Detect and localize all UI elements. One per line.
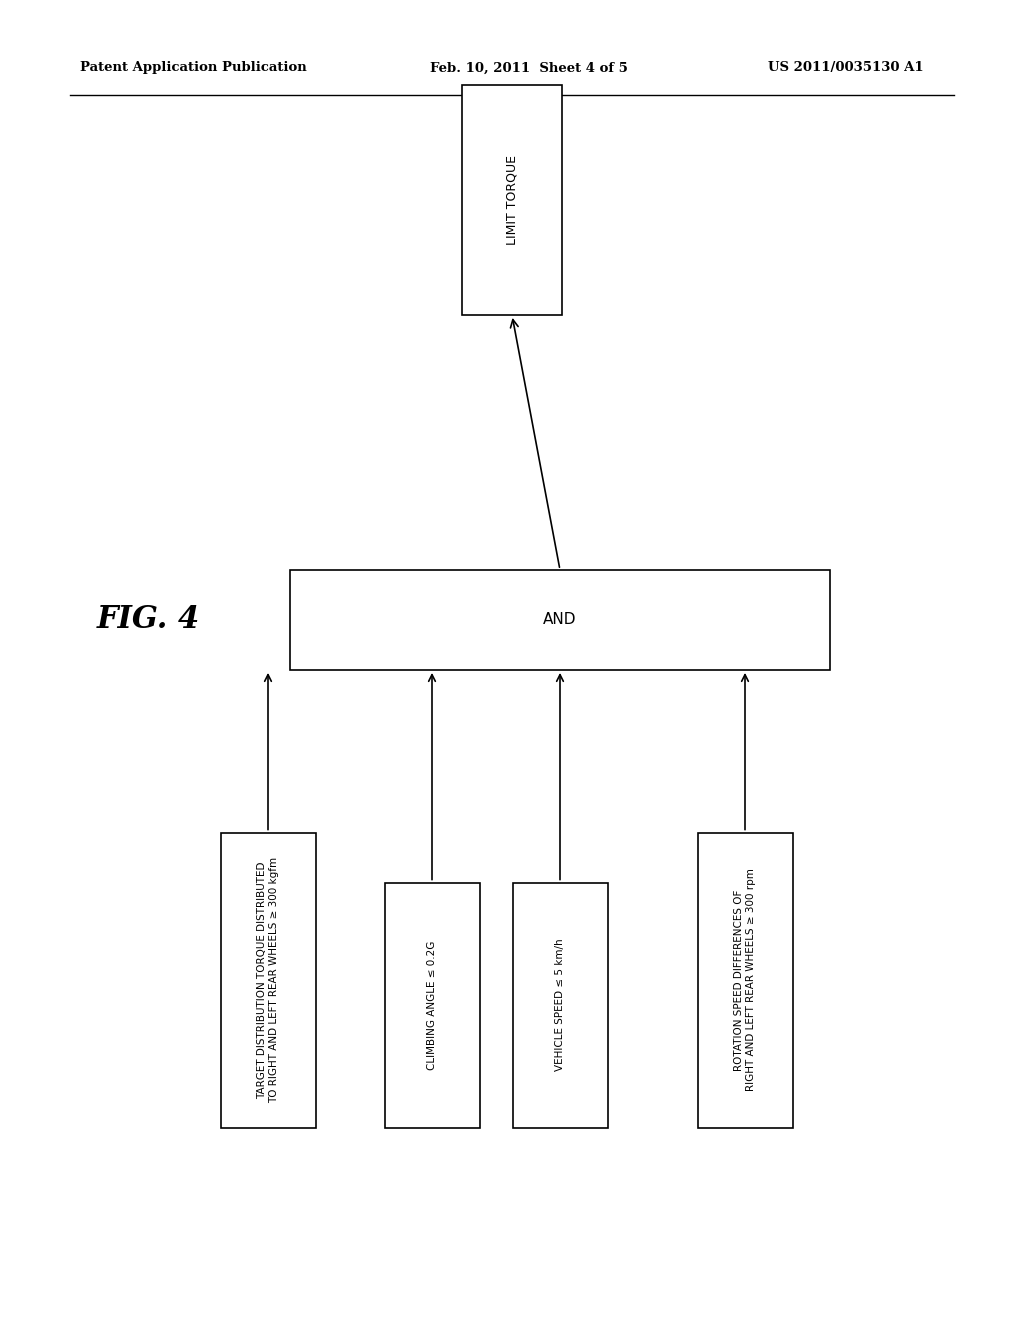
Bar	[697, 833, 793, 1127]
Text: Feb. 10, 2011  Sheet 4 of 5: Feb. 10, 2011 Sheet 4 of 5	[430, 62, 628, 74]
Text: FIG. 4: FIG. 4	[96, 605, 200, 635]
Text: Patent Application Publication: Patent Application Publication	[80, 62, 307, 74]
Text: CLIMBING ANGLE ≤ 0.2G: CLIMBING ANGLE ≤ 0.2G	[427, 940, 437, 1069]
Bar	[220, 833, 315, 1127]
Bar	[462, 84, 562, 315]
Text: LIMIT TORQUE: LIMIT TORQUE	[506, 154, 518, 246]
Bar	[384, 883, 479, 1127]
Text: US 2011/0035130 A1: US 2011/0035130 A1	[768, 62, 924, 74]
Text: AND: AND	[544, 612, 577, 627]
Text: TARGET DISTRIBUTION TORQUE DISTRIBUTED
TO RIGHT AND LEFT REAR WHEELS ≥ 300 kgfm: TARGET DISTRIBUTION TORQUE DISTRIBUTED T…	[257, 857, 279, 1104]
Text: ROTATION SPEED DIFFERENCES OF
RIGHT AND LEFT REAR WHEELS ≥ 300 rpm: ROTATION SPEED DIFFERENCES OF RIGHT AND …	[734, 869, 756, 1092]
Bar	[512, 883, 607, 1127]
Bar	[290, 570, 830, 671]
Text: VEHICLE SPEED ≤ 5 km/h: VEHICLE SPEED ≤ 5 km/h	[555, 939, 565, 1072]
